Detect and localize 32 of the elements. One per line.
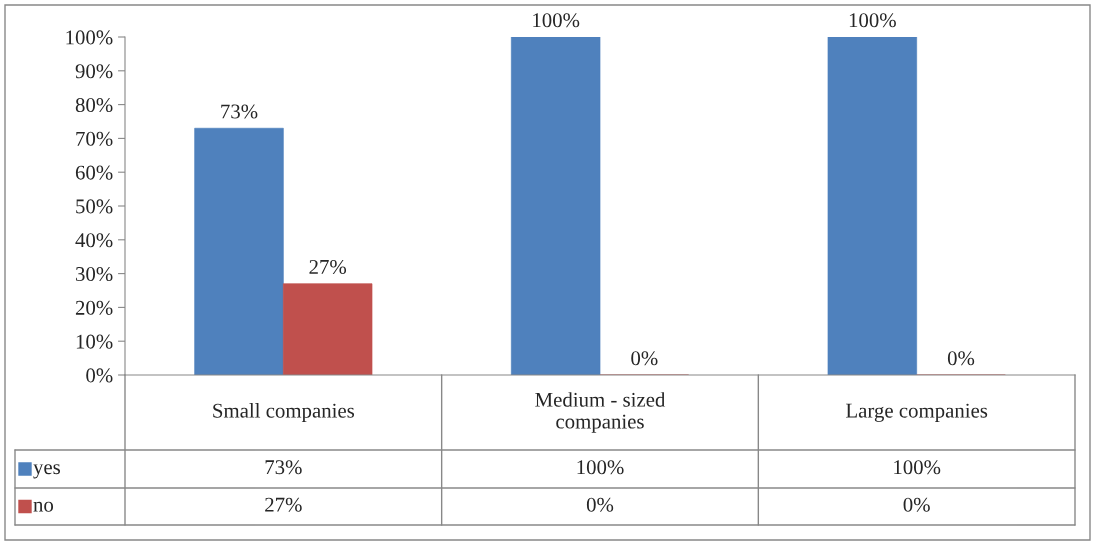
data-label: 100% <box>577 460 624 475</box>
y-tick-label: 90% <box>75 64 113 79</box>
data-label: 27% <box>265 497 302 512</box>
bar <box>282 283 373 375</box>
y-tick-label: 80% <box>75 97 113 113</box>
text: 73% <box>221 104 258 119</box>
text: 100% <box>533 13 580 28</box>
y-tick-label: 60% <box>75 165 113 180</box>
data-label: 0% <box>903 497 930 512</box>
y-tick-label: 10% <box>76 334 113 349</box>
data-label: 73% <box>265 460 302 475</box>
y-tick-label: 0% <box>86 368 113 383</box>
y-tick-label: 100% <box>66 30 113 45</box>
data-label: 100% <box>894 460 941 475</box>
bar <box>510 37 601 375</box>
y-tick-label: 40% <box>75 233 113 248</box>
text: 27% <box>309 259 347 275</box>
y-tick-label: 20% <box>75 300 113 315</box>
text: 0% <box>631 351 658 366</box>
x-tick-label: Small companies <box>213 403 355 422</box>
x-tick-label: Medium - sized companies <box>535 392 666 433</box>
data-label: 0% <box>586 497 614 512</box>
legend-label: no <box>33 501 54 512</box>
bar <box>827 37 918 375</box>
x-tick-label: Large companies <box>846 403 988 422</box>
bar <box>194 127 284 375</box>
text: 100% <box>849 13 896 28</box>
text: 0% <box>947 351 975 366</box>
legend-label: yes <box>33 464 61 479</box>
y-tick-label: 70% <box>76 131 113 146</box>
y-tick-label: 50% <box>76 199 113 214</box>
y-tick-label: 30% <box>76 266 113 282</box>
